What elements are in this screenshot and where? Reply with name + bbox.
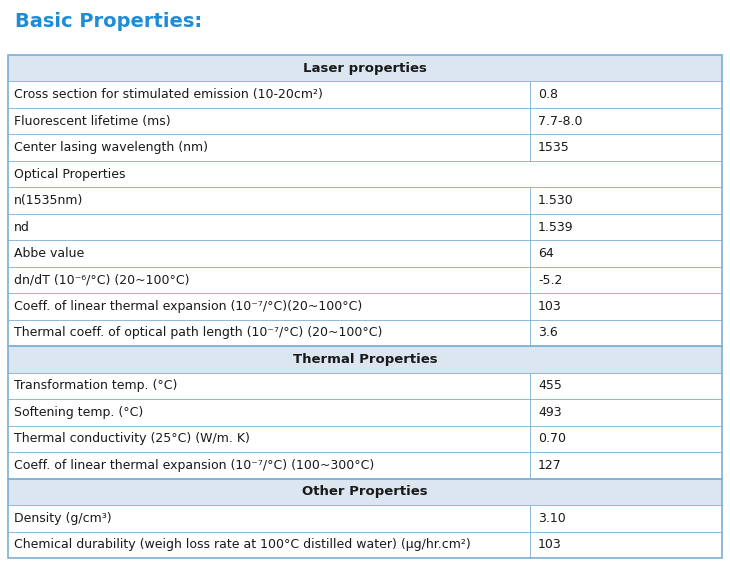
Bar [8, 346, 722, 373]
Text: 3.10: 3.10 [538, 512, 566, 525]
Text: Softening temp. (°C): Softening temp. (°C) [14, 406, 143, 419]
Bar [8, 373, 722, 399]
Text: Cross section for stimulated emission (10-20cm²): Cross section for stimulated emission (1… [14, 88, 323, 101]
Text: Fluorescent lifetime (ms): Fluorescent lifetime (ms) [14, 115, 171, 128]
Text: nd: nd [14, 220, 30, 234]
Text: 455: 455 [538, 380, 562, 392]
Bar [8, 55, 722, 558]
Bar [8, 505, 722, 531]
Text: 1535: 1535 [538, 141, 569, 154]
Bar [8, 320, 722, 346]
Text: Abbe value: Abbe value [14, 247, 84, 260]
Bar [8, 55, 722, 81]
Bar [8, 240, 722, 267]
Text: Thermal Properties: Thermal Properties [293, 353, 437, 366]
Text: 1.530: 1.530 [538, 194, 574, 207]
Text: Laser properties: Laser properties [303, 62, 427, 75]
Text: Coeff. of linear thermal expansion (10⁻⁷/°C) (100~300°C): Coeff. of linear thermal expansion (10⁻⁷… [14, 459, 374, 472]
Bar [8, 426, 722, 452]
Bar [8, 108, 722, 134]
Text: 0.8: 0.8 [538, 88, 558, 101]
Bar [8, 81, 722, 108]
Text: Transformation temp. (°C): Transformation temp. (°C) [14, 380, 177, 392]
Text: -5.2: -5.2 [538, 273, 562, 287]
Text: 7.7-8.0: 7.7-8.0 [538, 115, 583, 128]
Bar [8, 399, 722, 426]
Bar [8, 478, 722, 505]
Text: Thermal conductivity (25°C) (W/m. K): Thermal conductivity (25°C) (W/m. K) [14, 432, 250, 445]
Bar [8, 188, 722, 214]
Bar [8, 452, 722, 478]
Bar [8, 161, 722, 188]
Bar [8, 293, 722, 320]
Text: Basic Properties:: Basic Properties: [15, 12, 202, 31]
Text: 103: 103 [538, 300, 562, 313]
Text: Optical Properties: Optical Properties [14, 168, 126, 181]
Text: Chemical durability (weigh loss rate at 100°C distilled water) (μg/hr.cm²): Chemical durability (weigh loss rate at … [14, 538, 471, 551]
Text: 0.70: 0.70 [538, 432, 566, 445]
Text: 493: 493 [538, 406, 561, 419]
Text: 103: 103 [538, 538, 562, 551]
Bar [8, 134, 722, 161]
Text: n(1535nm): n(1535nm) [14, 194, 83, 207]
Text: Center lasing wavelength (nm): Center lasing wavelength (nm) [14, 141, 208, 154]
Text: Coeff. of linear thermal expansion (10⁻⁷/°C)(20~100°C): Coeff. of linear thermal expansion (10⁻⁷… [14, 300, 362, 313]
Bar [8, 214, 722, 240]
Text: dn/dT (10⁻⁶/°C) (20~100°C): dn/dT (10⁻⁶/°C) (20~100°C) [14, 273, 190, 287]
Text: Thermal coeff. of optical path length (10⁻⁷/°C) (20~100°C): Thermal coeff. of optical path length (1… [14, 327, 383, 339]
Text: Other Properties: Other Properties [302, 485, 428, 499]
Text: 1.539: 1.539 [538, 220, 574, 234]
Bar [8, 267, 722, 293]
Text: Density (g/cm³): Density (g/cm³) [14, 512, 112, 525]
Text: 3.6: 3.6 [538, 327, 558, 339]
Bar [8, 531, 722, 558]
Text: 127: 127 [538, 459, 562, 472]
Text: 64: 64 [538, 247, 554, 260]
